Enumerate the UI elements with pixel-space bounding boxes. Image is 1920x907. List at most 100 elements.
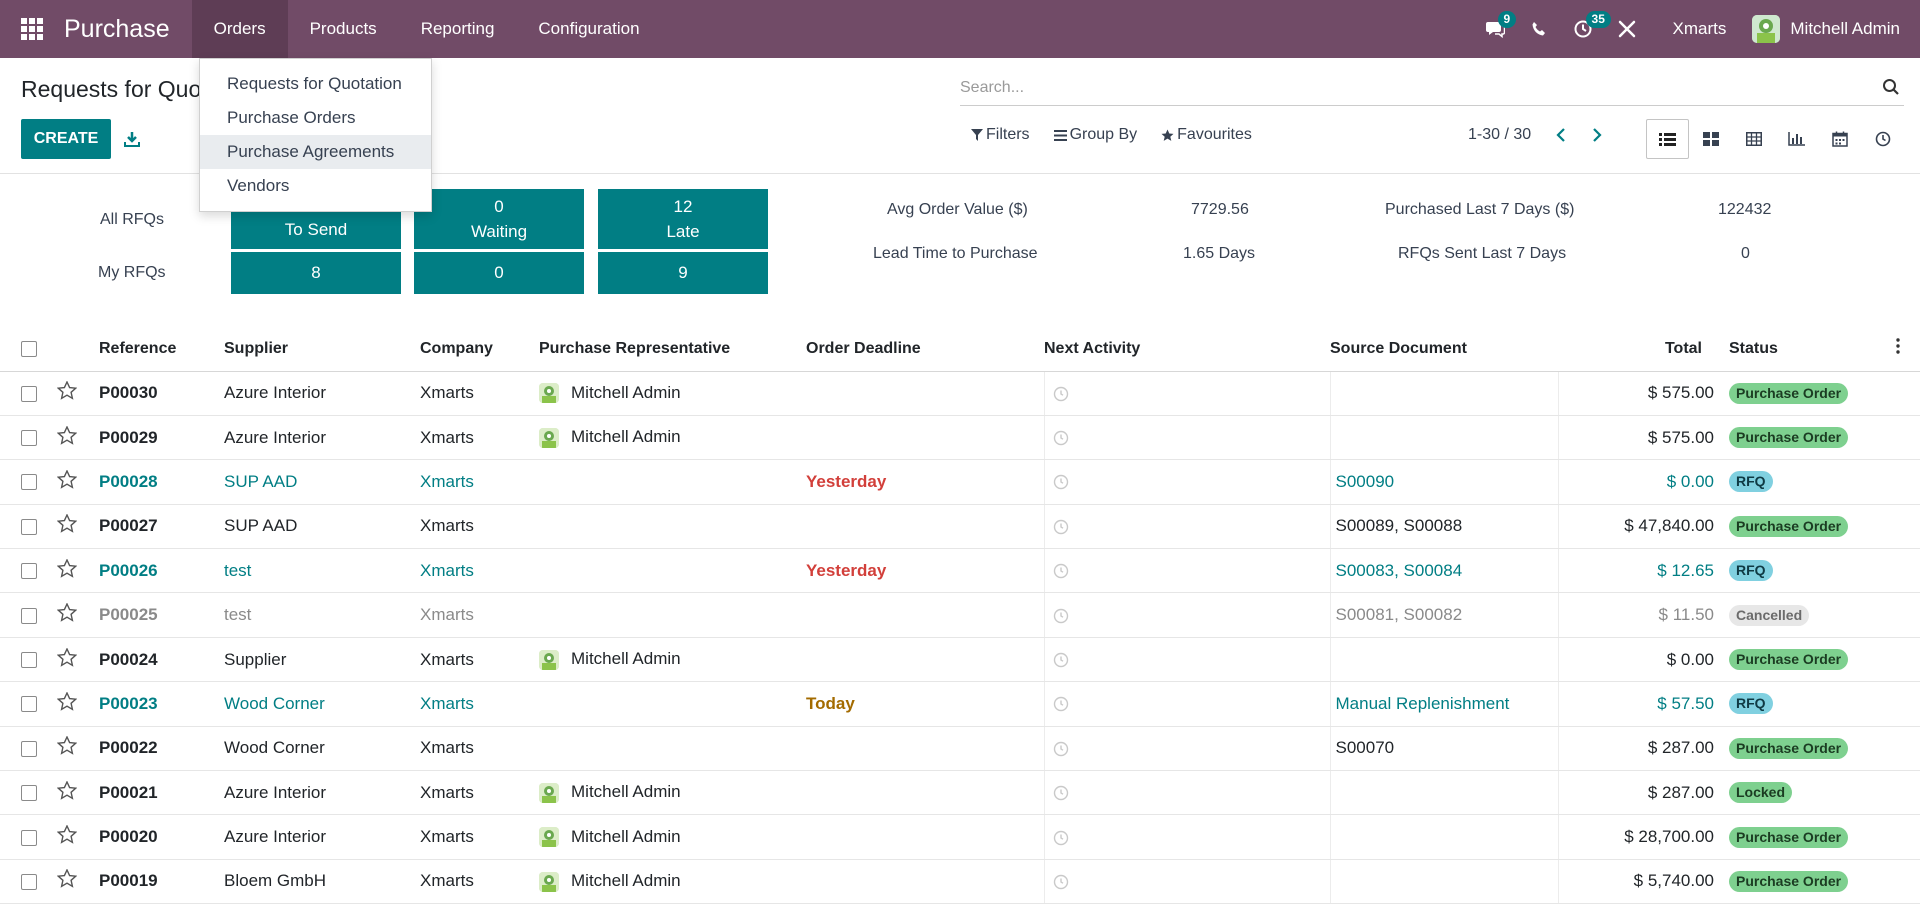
calendar-view-button[interactable] (1818, 119, 1861, 159)
col-reference[interactable]: Reference (99, 327, 224, 372)
favorite-star-icon[interactable] (57, 371, 99, 416)
row-checkbox[interactable] (0, 726, 57, 772)
col-source-document[interactable]: Source Document (1330, 327, 1558, 372)
row-checkbox[interactable] (0, 548, 57, 594)
row-checkbox[interactable] (0, 770, 57, 816)
favorite-star-icon[interactable] (57, 814, 99, 860)
row-checkbox[interactable] (0, 637, 57, 683)
row-next-activity[interactable] (1044, 726, 1331, 772)
table-row[interactable]: P00029 Azure Interior Xmarts Mitchell Admin… (0, 415, 1920, 461)
table-row[interactable]: P00020 Azure Interior Xmarts Mitchell Admin… (0, 814, 1920, 860)
activities-button[interactable]: 35 (1561, 0, 1611, 58)
user-menu[interactable]: Mitchell Admin (1752, 15, 1920, 43)
activity-clock-icon[interactable] (1053, 605, 1069, 624)
all-late-tile[interactable]: 12 Late (598, 189, 768, 249)
table-row[interactable]: P00024 Supplier Xmarts Mitchell Admin $ 0.00… (0, 637, 1920, 683)
filters-toggle[interactable]: Filters (971, 126, 1030, 144)
col-next-activity[interactable]: Next Activity (1044, 327, 1330, 372)
list-view-button[interactable] (1646, 119, 1689, 159)
menu-products[interactable]: Products (309, 19, 377, 38)
favourites-toggle[interactable]: Favourites (1161, 126, 1252, 144)
favorite-star-icon[interactable] (57, 415, 99, 461)
dropdown-item-rfq[interactable]: Requests for Quotation (227, 74, 402, 93)
table-row[interactable]: P00030 Azure Interior Xmarts Mitchell Admin… (0, 371, 1920, 416)
row-next-activity[interactable] (1044, 770, 1331, 816)
menu-orders[interactable]: Orders (191, 0, 288, 58)
row-next-activity[interactable] (1044, 859, 1331, 905)
create-button[interactable]: CREATE (21, 119, 111, 159)
activity-clock-icon[interactable] (1053, 694, 1069, 713)
activity-clock-icon[interactable] (1053, 650, 1069, 669)
row-next-activity[interactable] (1044, 637, 1331, 683)
my-to-send-tile[interactable]: 8 (231, 252, 401, 294)
favorite-star-icon[interactable] (57, 859, 99, 905)
export-button[interactable] (118, 119, 146, 159)
menu-configuration[interactable]: Configuration (538, 19, 640, 38)
groupby-toggle[interactable]: Group By (1053, 126, 1137, 144)
column-options[interactable] (1896, 327, 1920, 372)
select-all-checkbox[interactable] (0, 327, 57, 372)
row-checkbox[interactable] (0, 415, 57, 461)
pager-value[interactable]: 1-30 / 30 (1468, 126, 1532, 143)
table-row[interactable]: P00022 Wood Corner Xmarts S00070 $ 287.00 Pur… (0, 726, 1920, 772)
messages-button[interactable]: 9 (1473, 0, 1517, 58)
row-checkbox[interactable] (0, 681, 57, 727)
activity-clock-icon[interactable] (1053, 561, 1069, 580)
row-checkbox[interactable] (0, 459, 57, 505)
col-total[interactable]: Total (1558, 327, 1722, 372)
search-icon[interactable] (1882, 78, 1900, 96)
menu-reporting[interactable]: Reporting (420, 19, 495, 38)
col-order-deadline[interactable]: Order Deadline (806, 327, 1044, 372)
favorite-star-icon[interactable] (57, 548, 99, 594)
pager-next[interactable] (1579, 128, 1615, 142)
favorite-star-icon[interactable] (57, 681, 99, 727)
apps-menu-button[interactable] (0, 0, 64, 58)
activity-clock-icon[interactable] (1053, 428, 1069, 447)
table-row[interactable]: P00025 test Xmarts S00081, S00082 $ 11.50 Can… (0, 592, 1920, 638)
col-company[interactable]: Company (420, 327, 539, 372)
company-switcher[interactable]: Xmarts (1672, 19, 1727, 38)
col-supplier[interactable]: Supplier (224, 327, 420, 372)
table-row[interactable]: P00023 Wood Corner Xmarts Today Manual Reple… (0, 681, 1920, 727)
table-row[interactable]: P00026 test Xmarts Yesterday S00083, S00084 $… (0, 548, 1920, 594)
kanban-view-button[interactable] (1689, 119, 1732, 159)
table-row[interactable]: P00019 Bloem GmbH Xmarts Mitchell Admin $ 5,… (0, 859, 1920, 905)
favorite-star-icon[interactable] (57, 459, 99, 505)
my-waiting-tile[interactable]: 0 (414, 252, 584, 294)
activity-view-button[interactable] (1861, 119, 1904, 159)
phone-button[interactable] (1517, 0, 1561, 58)
activity-clock-icon[interactable] (1053, 472, 1069, 491)
row-next-activity[interactable] (1044, 681, 1331, 727)
search-input[interactable] (960, 72, 1860, 104)
dropdown-item-vendors[interactable]: Vendors (227, 176, 290, 195)
graph-view-button[interactable] (1775, 119, 1818, 159)
pager-previous[interactable] (1543, 128, 1579, 142)
table-row[interactable]: P00028 SUP AAD Xmarts Yesterday S00090 $ 0.00… (0, 459, 1920, 505)
row-next-activity[interactable] (1044, 459, 1331, 505)
dropdown-item-purchase-agreements[interactable]: Purchase Agreements (200, 135, 431, 169)
favorite-star-icon[interactable] (57, 726, 99, 772)
activity-clock-icon[interactable] (1053, 383, 1069, 402)
pivot-view-button[interactable] (1732, 119, 1775, 159)
activity-clock-icon[interactable] (1053, 516, 1069, 535)
row-checkbox[interactable] (0, 814, 57, 860)
row-next-activity[interactable] (1044, 548, 1331, 594)
activity-clock-icon[interactable] (1053, 738, 1069, 757)
row-checkbox[interactable] (0, 859, 57, 905)
row-next-activity[interactable] (1044, 504, 1331, 550)
favorite-star-icon[interactable] (57, 637, 99, 683)
col-representative[interactable]: Purchase Representative (539, 327, 806, 372)
row-next-activity[interactable] (1044, 371, 1331, 416)
dropdown-item-purchase-orders[interactable]: Purchase Orders (227, 108, 356, 127)
row-checkbox[interactable] (0, 371, 57, 416)
debug-tools-button[interactable] (1605, 0, 1649, 58)
favorite-star-icon[interactable] (57, 770, 99, 816)
all-waiting-tile[interactable]: 0 Waiting (414, 189, 584, 249)
row-next-activity[interactable] (1044, 592, 1331, 638)
activity-clock-icon[interactable] (1053, 827, 1069, 846)
row-checkbox[interactable] (0, 504, 57, 550)
favorite-star-icon[interactable] (57, 504, 99, 550)
activity-clock-icon[interactable] (1053, 871, 1069, 890)
row-next-activity[interactable] (1044, 415, 1331, 461)
favorite-star-icon[interactable] (57, 592, 99, 638)
